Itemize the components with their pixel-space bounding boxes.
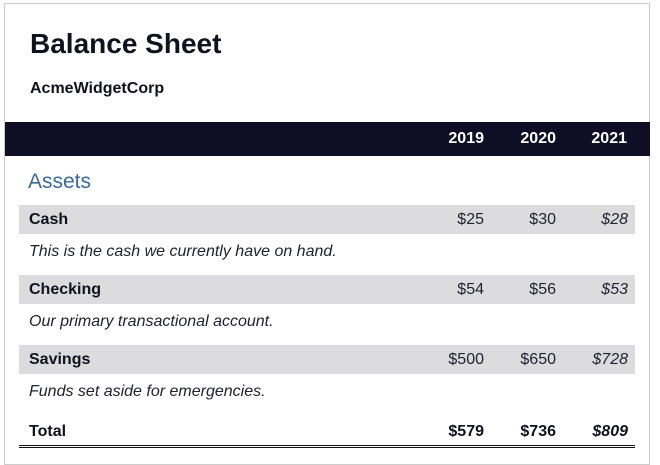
row-description-cash: This is the cash we currently have on ha… bbox=[29, 243, 337, 260]
table-row-savings: Savings $500 $650 $728 bbox=[19, 345, 635, 374]
row-label: Checking bbox=[29, 281, 102, 298]
document-title: Balance Sheet bbox=[30, 28, 222, 59]
total-double-rule bbox=[19, 445, 635, 448]
total-value-2019: $579 bbox=[448, 423, 484, 440]
table-row-total: Total $579 $736 $809 bbox=[19, 418, 635, 446]
cell-value-2019: $25 bbox=[457, 211, 484, 228]
cell-value-2021: $728 bbox=[592, 351, 628, 368]
cell-value-2019: $54 bbox=[457, 281, 484, 298]
cell-value-2020: $30 bbox=[529, 211, 556, 228]
cell-value-2021: $28 bbox=[601, 211, 628, 228]
column-header-year-1: 2019 bbox=[448, 130, 484, 147]
column-header-year-2: 2020 bbox=[520, 130, 556, 147]
cell-value-2020: $650 bbox=[520, 351, 556, 368]
cell-value-2019: $500 bbox=[448, 351, 484, 368]
column-header-year-3: 2021 bbox=[591, 130, 627, 147]
row-description-checking: Our primary transactional account. bbox=[29, 313, 274, 330]
row-description-savings: Funds set aside for emergencies. bbox=[29, 383, 266, 400]
row-label: Cash bbox=[29, 211, 69, 228]
total-value-2020: $736 bbox=[520, 423, 556, 440]
balance-sheet-document: Balance Sheet AcmeWidgetCorp 2019 2020 2… bbox=[4, 3, 650, 465]
total-value-2021: $809 bbox=[592, 423, 628, 440]
company-name: AcmeWidgetCorp bbox=[30, 80, 165, 97]
year-header-band: 2019 2020 2021 bbox=[5, 122, 650, 156]
table-row-cash: Cash $25 $30 $28 bbox=[19, 205, 635, 234]
section-title-assets: Assets bbox=[28, 170, 92, 193]
cell-value-2020: $56 bbox=[529, 281, 556, 298]
cell-value-2021: $53 bbox=[601, 281, 628, 298]
table-row-checking: Checking $54 $56 $53 bbox=[19, 275, 635, 304]
row-label: Savings bbox=[29, 351, 91, 368]
total-label: Total bbox=[29, 423, 67, 440]
